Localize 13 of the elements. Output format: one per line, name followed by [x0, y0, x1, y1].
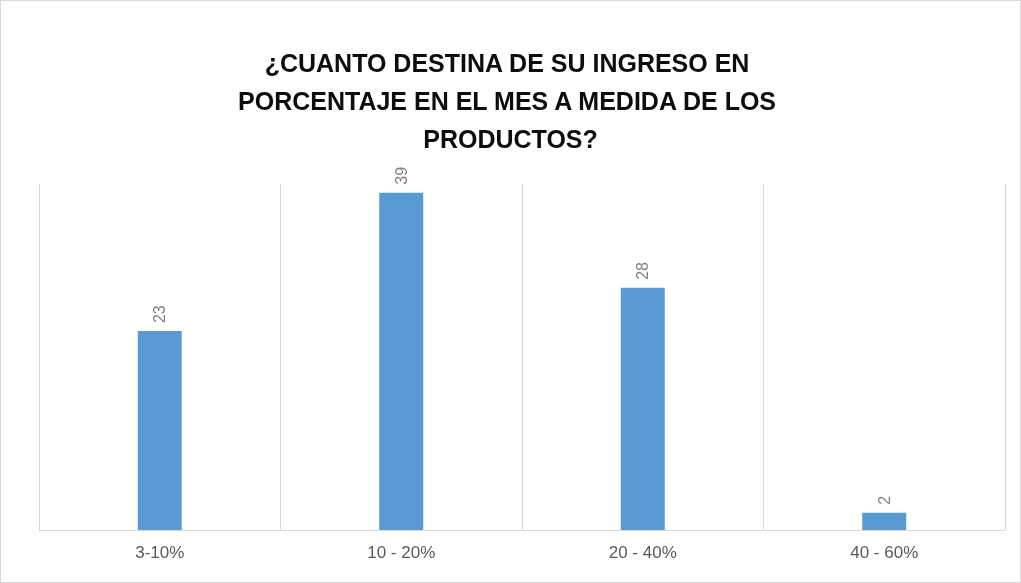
bar [620, 287, 665, 530]
x-tick-label: 20 - 40% [608, 543, 677, 562]
data-label: 28 [634, 261, 652, 280]
bar [862, 512, 907, 530]
data-label: 23 [151, 305, 169, 324]
x-tick-label: 3-10% [135, 543, 185, 562]
x-tick-label: 10 - 20% [367, 543, 436, 562]
x-tick-label: 40 - 60% [850, 543, 919, 562]
bar [137, 331, 182, 530]
data-label: 39 [392, 166, 410, 185]
bar [379, 192, 424, 530]
chart-title: ¿CUANTO DESTINA DE SU INGRESO EN PORCENTAJE EN EL MES A MEDIDA DE LOS PRODUCTOS? [238, 49, 783, 153]
data-label: 2 [875, 495, 893, 505]
